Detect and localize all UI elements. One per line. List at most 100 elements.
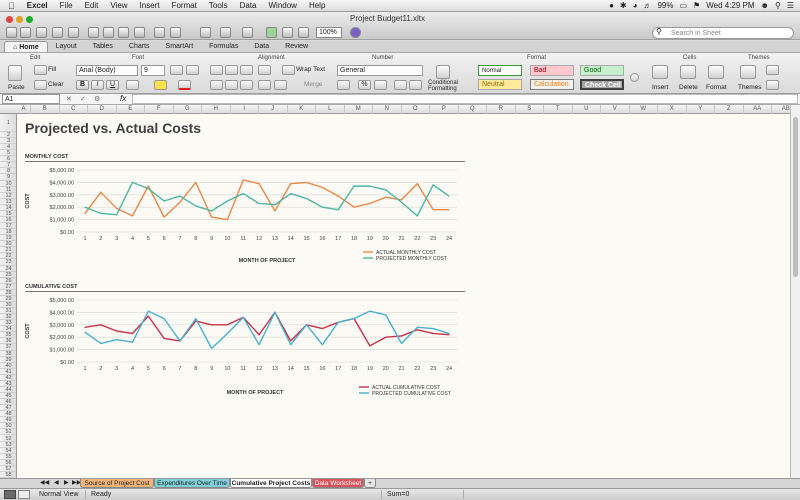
filter-icon[interactable] xyxy=(242,27,253,38)
column-header[interactable]: M xyxy=(345,105,373,114)
row-header[interactable]: 6 xyxy=(0,156,16,163)
column-header[interactable]: F xyxy=(145,105,174,114)
row-header[interactable]: 23 xyxy=(0,259,16,266)
row-header[interactable]: 20 xyxy=(0,241,16,248)
menu-data[interactable]: Data xyxy=(232,1,257,10)
function-wizard-icon[interactable]: ⚙ xyxy=(94,96,101,103)
column-header[interactable]: G xyxy=(174,105,202,114)
row-header[interactable]: 54 xyxy=(0,448,16,454)
template-icon[interactable] xyxy=(20,27,31,38)
row-header[interactable]: 52 xyxy=(0,436,16,442)
style-check-cell[interactable]: Check Cell xyxy=(580,79,624,90)
column-header[interactable]: K xyxy=(288,105,316,114)
cumulative-cost-chart[interactable]: $0.00 $1,000.00 $2,000.00 $3,000.00 $4,000.0… xyxy=(25,294,470,404)
user-icon[interactable]: ☻ xyxy=(760,1,769,10)
sheet-tab-expenditures-over-time[interactable]: Expenditures Over Time xyxy=(154,479,230,488)
row-header[interactable]: 27 xyxy=(0,284,16,290)
row-header[interactable]: 53 xyxy=(0,442,16,448)
volume-icon[interactable]: ♬ xyxy=(643,1,652,10)
row-header[interactable]: 16 xyxy=(0,217,16,224)
font-color-icon[interactable] xyxy=(178,80,191,90)
bluetooth-icon[interactable]: ✱ xyxy=(619,1,627,10)
row-header[interactable]: 19 xyxy=(0,235,16,242)
confirm-icon[interactable]: ✓ xyxy=(80,96,86,103)
status-sum[interactable]: Sum=0 xyxy=(384,490,464,499)
spotlight-icon[interactable]: ⚲ xyxy=(774,1,781,10)
row-header[interactable]: 34 xyxy=(0,326,16,333)
worksheet-grid[interactable]: Projected vs. Actual Costs MONTHLY COST … xyxy=(17,114,790,478)
row-header[interactable]: 50 xyxy=(0,423,16,430)
styles-more-icon[interactable] xyxy=(630,73,639,82)
underline-button[interactable]: U xyxy=(106,80,119,90)
row-header[interactable]: 41 xyxy=(0,369,16,375)
row-header[interactable]: 22 xyxy=(0,253,16,260)
row-header[interactable]: 38 xyxy=(0,351,16,357)
paste-icon[interactable] xyxy=(118,27,129,38)
theme-fonts-icon[interactable] xyxy=(766,80,779,90)
battery-icon[interactable]: ▭ xyxy=(679,1,688,10)
menu-edit[interactable]: Edit xyxy=(77,1,99,10)
clear-button[interactable]: Clear xyxy=(48,81,64,88)
row-header[interactable]: 3 xyxy=(0,138,16,145)
borders-icon[interactable] xyxy=(126,80,139,90)
row-header[interactable]: 14 xyxy=(0,205,16,211)
menu-window[interactable]: Window xyxy=(261,1,297,10)
wrap-text-icon[interactable] xyxy=(282,65,295,75)
theme-colors-icon[interactable] xyxy=(766,65,779,75)
row-header[interactable]: 45 xyxy=(0,393,16,400)
page-layout-view-icon[interactable] xyxy=(18,490,30,499)
delete-cells-button[interactable]: Delete xyxy=(679,84,698,91)
sheet-tab-source-of-project-cost[interactable]: Source of Project Cost xyxy=(80,479,154,488)
row-header[interactable]: 18 xyxy=(0,229,16,236)
row-header[interactable]: 29 xyxy=(0,296,16,302)
column-header[interactable]: H xyxy=(202,105,231,114)
paste-button[interactable]: Paste xyxy=(8,84,25,91)
merge-button[interactable]: Merge xyxy=(304,81,323,88)
column-header[interactable]: I xyxy=(231,105,259,114)
tab-home[interactable]: ⌂ Home xyxy=(4,41,48,52)
align-center-icon[interactable] xyxy=(225,80,238,90)
monthly-cost-chart[interactable]: $0.00 $1,000.00 $2,000.00 $3,000.00 $4,000.0… xyxy=(25,164,470,274)
font-name-select[interactable]: Arial (Body) xyxy=(76,65,138,76)
align-left-icon[interactable] xyxy=(210,80,223,90)
row-header[interactable]: 15 xyxy=(0,211,16,217)
row-header[interactable]: 9 xyxy=(0,174,16,181)
sort-icon[interactable] xyxy=(220,27,231,38)
row-header[interactable]: 31 xyxy=(0,308,16,315)
insert-cells-button[interactable]: Insert xyxy=(652,84,669,91)
row-header[interactable]: 5 xyxy=(0,150,16,157)
style-bad[interactable]: Bad xyxy=(530,65,574,76)
redo-icon[interactable] xyxy=(170,27,181,38)
menu-format[interactable]: Format xyxy=(164,1,197,10)
row-header[interactable]: 28 xyxy=(0,290,16,296)
clear-icon[interactable] xyxy=(34,80,47,90)
themes-icon[interactable] xyxy=(740,65,756,79)
list-icon[interactable]: ☰ xyxy=(786,1,794,10)
column-header[interactable]: J xyxy=(259,105,288,114)
gallery-icon[interactable] xyxy=(266,27,277,38)
grow-font-icon[interactable] xyxy=(170,65,183,75)
column-header[interactable]: S xyxy=(516,105,544,114)
wrap-text-button[interactable]: Wrap Text xyxy=(296,66,326,73)
tab-smartart[interactable]: SmartArt xyxy=(165,43,194,50)
row-header[interactable]: 35 xyxy=(0,332,16,339)
italic-button[interactable]: I xyxy=(91,80,104,90)
menu-help[interactable]: Help xyxy=(302,1,325,10)
row-header[interactable]: 39 xyxy=(0,357,16,363)
themes-button[interactable]: Themes xyxy=(738,84,762,91)
vertical-scrollbar[interactable] xyxy=(790,105,800,478)
tab-layout[interactable]: Layout xyxy=(55,43,77,50)
percent-format-icon[interactable]: % xyxy=(358,80,371,90)
row-header[interactable]: 11 xyxy=(0,187,16,193)
row-header[interactable]: 55 xyxy=(0,454,16,460)
column-header[interactable]: T xyxy=(544,105,573,114)
menu-file[interactable]: File xyxy=(52,1,73,10)
align-top-icon[interactable] xyxy=(210,65,223,75)
menu-insert[interactable]: Insert xyxy=(132,1,160,10)
column-header[interactable]: A xyxy=(17,105,31,114)
column-header[interactable]: L xyxy=(316,105,345,114)
column-header[interactable]: V xyxy=(601,105,630,114)
tab-review[interactable]: Review xyxy=(285,43,309,50)
row-header[interactable]: 12 xyxy=(0,193,16,199)
row-header[interactable]: 44 xyxy=(0,387,16,393)
